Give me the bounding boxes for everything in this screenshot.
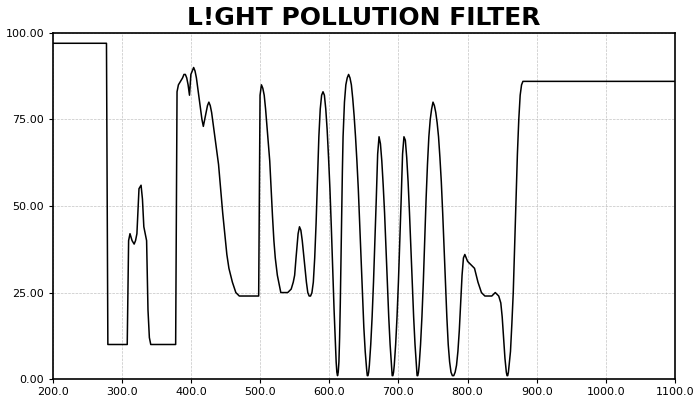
Title: L!GHT POLLUTION FILTER: L!GHT POLLUTION FILTER — [187, 6, 540, 29]
